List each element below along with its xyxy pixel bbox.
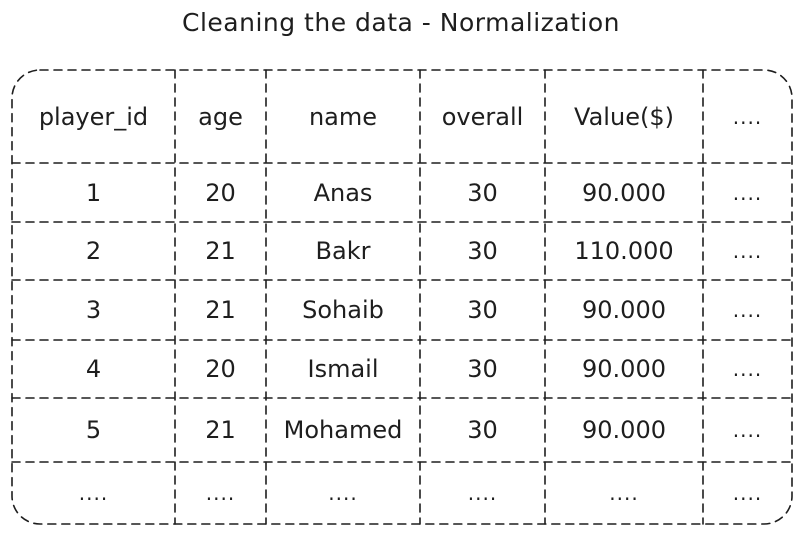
table-cell-more: .... (732, 298, 763, 322)
table-cell-age: .... (205, 481, 236, 505)
column-header-age: age (198, 102, 243, 131)
table-cell-name: .... (328, 481, 358, 505)
table-cell-more: .... (732, 357, 763, 381)
table-cell-value: .... (609, 481, 639, 505)
table-cell-player-id: .... (78, 481, 109, 505)
column-header-more: .... (732, 104, 763, 129)
table-cell-player-id: 3 (85, 296, 102, 324)
table-cell-overall: 30 (467, 355, 498, 383)
table-cell-value: 110.000 (574, 237, 674, 265)
table-cell-player-id: 1 (85, 178, 102, 207)
table-cell-more: .... (732, 180, 763, 205)
table-cell-more: .... (732, 481, 763, 505)
table-cell-name: Anas (313, 178, 373, 207)
table-cell-more: .... (732, 418, 763, 442)
table-cell-value: 90.000 (582, 296, 666, 324)
table-cell-name: Sohaib (302, 296, 384, 324)
table-cell-age: 20 (205, 178, 236, 207)
table-cell-age: 21 (205, 237, 236, 265)
table-cell-age: 21 (205, 416, 236, 444)
table-cell-more: .... (732, 239, 763, 263)
table-border (11, 69, 793, 525)
table-cell-overall: 30 (467, 416, 498, 444)
table-cell-value: 90.000 (582, 178, 666, 207)
column-header-value: Value($) (574, 102, 674, 131)
table-cell-value: 90.000 (582, 355, 666, 383)
diagram-title: Cleaning the data - Normalization (182, 8, 620, 37)
table-cell-overall: 30 (467, 178, 498, 207)
table-cell-age: 21 (205, 296, 236, 324)
table-cell-overall: .... (467, 481, 498, 505)
table-cell-name: Ismail (307, 355, 379, 383)
table-cell-name: Bakr (315, 237, 371, 265)
table-cell-value: 90.000 (582, 416, 666, 444)
table-cell-player-id: 4 (85, 355, 102, 383)
table-cell-overall: 30 (467, 296, 498, 324)
column-header-overall: overall (441, 102, 524, 131)
table-cell-name: Mohamed (283, 416, 403, 444)
table-cell-player-id: 2 (85, 237, 102, 265)
table-cell-age: 20 (205, 355, 236, 383)
column-header-name: name (308, 102, 378, 131)
column-header-player-id: player_id (38, 102, 149, 131)
table-cell-player-id: 5 (85, 416, 102, 444)
table-cell-overall: 30 (467, 237, 498, 265)
